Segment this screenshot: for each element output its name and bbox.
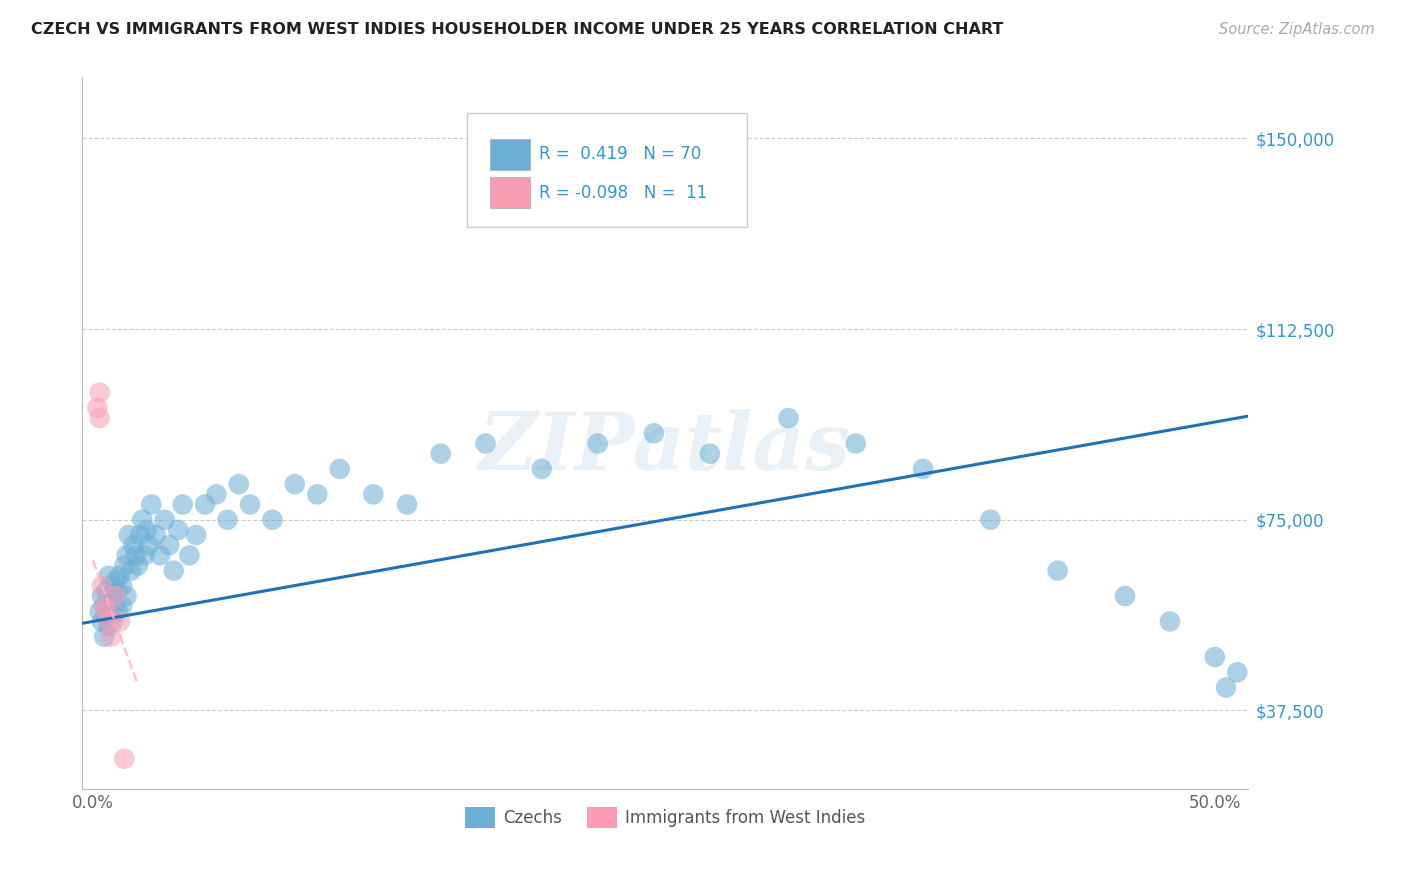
- Point: [89, 411, 111, 425]
- Point: [172, 498, 194, 512]
- Point: [100, 579, 122, 593]
- Point: [89, 385, 111, 400]
- Text: R =  0.419   N = 70: R = 0.419 N = 70: [538, 145, 702, 163]
- Point: [112, 558, 135, 573]
- Point: [111, 579, 134, 593]
- Point: [643, 426, 665, 441]
- Point: [1215, 681, 1237, 695]
- Point: [396, 498, 419, 512]
- Point: [104, 599, 127, 614]
- Text: CZECH VS IMMIGRANTS FROM WEST INDIES HOUSEHOLDER INCOME UNDER 25 YEARS CORRELATI: CZECH VS IMMIGRANTS FROM WEST INDIES HOU…: [31, 22, 1004, 37]
- Point: [101, 589, 124, 603]
- Point: [1046, 564, 1069, 578]
- Point: [97, 615, 120, 629]
- Point: [93, 599, 115, 614]
- FancyBboxPatch shape: [491, 138, 530, 170]
- Point: [1226, 665, 1249, 680]
- Point: [118, 528, 141, 542]
- Point: [138, 538, 160, 552]
- Point: [141, 498, 163, 512]
- Point: [104, 574, 127, 588]
- Point: [104, 589, 127, 603]
- Point: [284, 477, 307, 491]
- Point: [145, 528, 167, 542]
- Point: [97, 568, 120, 582]
- Point: [89, 604, 111, 618]
- Point: [131, 513, 153, 527]
- Point: [179, 549, 201, 563]
- Point: [101, 615, 124, 629]
- Point: [699, 447, 721, 461]
- Point: [124, 549, 146, 563]
- Point: [167, 523, 190, 537]
- Point: [134, 549, 156, 563]
- Text: ZIPatlas: ZIPatlas: [479, 409, 851, 486]
- Point: [122, 538, 145, 552]
- Point: [912, 462, 935, 476]
- Point: [363, 487, 385, 501]
- Point: [194, 498, 217, 512]
- Point: [1204, 650, 1226, 665]
- Point: [93, 630, 115, 644]
- Point: [845, 436, 868, 450]
- Point: [329, 462, 352, 476]
- Text: R = -0.098   N =  11: R = -0.098 N = 11: [538, 184, 707, 202]
- Point: [1159, 615, 1181, 629]
- Point: [149, 549, 172, 563]
- Point: [205, 487, 228, 501]
- Point: [530, 462, 553, 476]
- Point: [90, 589, 112, 603]
- Point: [96, 604, 118, 618]
- Point: [184, 528, 207, 542]
- Point: [108, 568, 131, 582]
- Point: [107, 604, 129, 618]
- FancyBboxPatch shape: [467, 113, 747, 227]
- Point: [97, 619, 120, 633]
- Point: [239, 498, 262, 512]
- Point: [217, 513, 239, 527]
- Point: [307, 487, 329, 501]
- Text: Source: ZipAtlas.com: Source: ZipAtlas.com: [1219, 22, 1375, 37]
- Point: [474, 436, 496, 450]
- Point: [1114, 589, 1136, 603]
- Point: [135, 523, 157, 537]
- Point: [112, 752, 135, 766]
- FancyBboxPatch shape: [491, 178, 530, 209]
- Point: [429, 447, 451, 461]
- Point: [129, 528, 152, 542]
- Point: [586, 436, 609, 450]
- Point: [90, 579, 112, 593]
- Point: [100, 604, 122, 618]
- Point: [115, 589, 138, 603]
- Point: [262, 513, 284, 527]
- Point: [96, 583, 118, 598]
- Point: [228, 477, 250, 491]
- Point: [90, 615, 112, 629]
- Point: [120, 564, 142, 578]
- Point: [157, 538, 180, 552]
- Point: [115, 549, 138, 563]
- Point: [127, 558, 149, 573]
- Point: [163, 564, 186, 578]
- Point: [107, 583, 129, 598]
- Point: [86, 401, 108, 415]
- Point: [979, 513, 1001, 527]
- Legend: Czechs, Immigrants from West Indies: Czechs, Immigrants from West Indies: [458, 801, 872, 834]
- Point: [111, 599, 134, 614]
- Point: [100, 630, 122, 644]
- Point: [96, 609, 118, 624]
- Point: [93, 599, 115, 614]
- Point: [108, 615, 131, 629]
- Point: [153, 513, 176, 527]
- Point: [778, 411, 800, 425]
